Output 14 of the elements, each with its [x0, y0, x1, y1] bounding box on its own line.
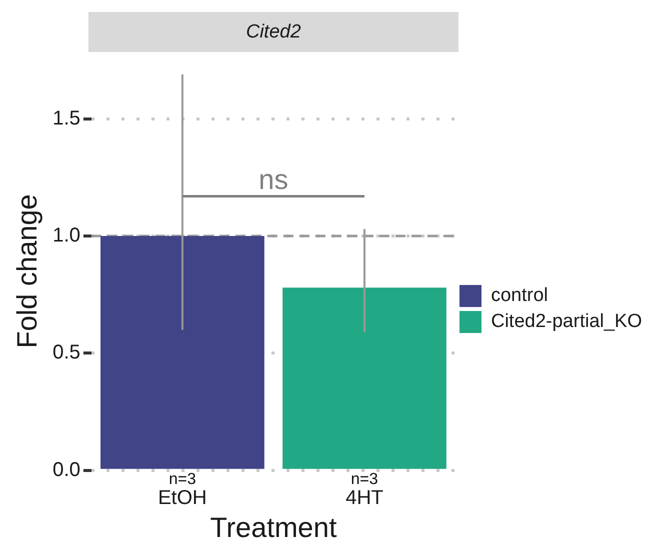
annotation: ns [258, 164, 288, 195]
x-axis-title: Treatment [210, 512, 337, 543]
y-axis-title: Fold change [12, 194, 43, 348]
legend-label: control [490, 285, 548, 306]
y-tick-label: 0.0 [52, 458, 80, 481]
y-tick-label: 0.5 [52, 342, 80, 364]
y-tick-label: 1.0 [52, 224, 80, 247]
x-tick-label: EtOH [158, 486, 207, 509]
text: n=3 [350, 470, 378, 488]
legend-label: Cited2-partial_KO [490, 311, 642, 332]
text: n=3 [168, 470, 196, 488]
chart-title: Cited2 [246, 21, 302, 42]
x-tick-label: 4HT [346, 486, 384, 509]
y-tick-label: 1.5 [52, 107, 80, 130]
